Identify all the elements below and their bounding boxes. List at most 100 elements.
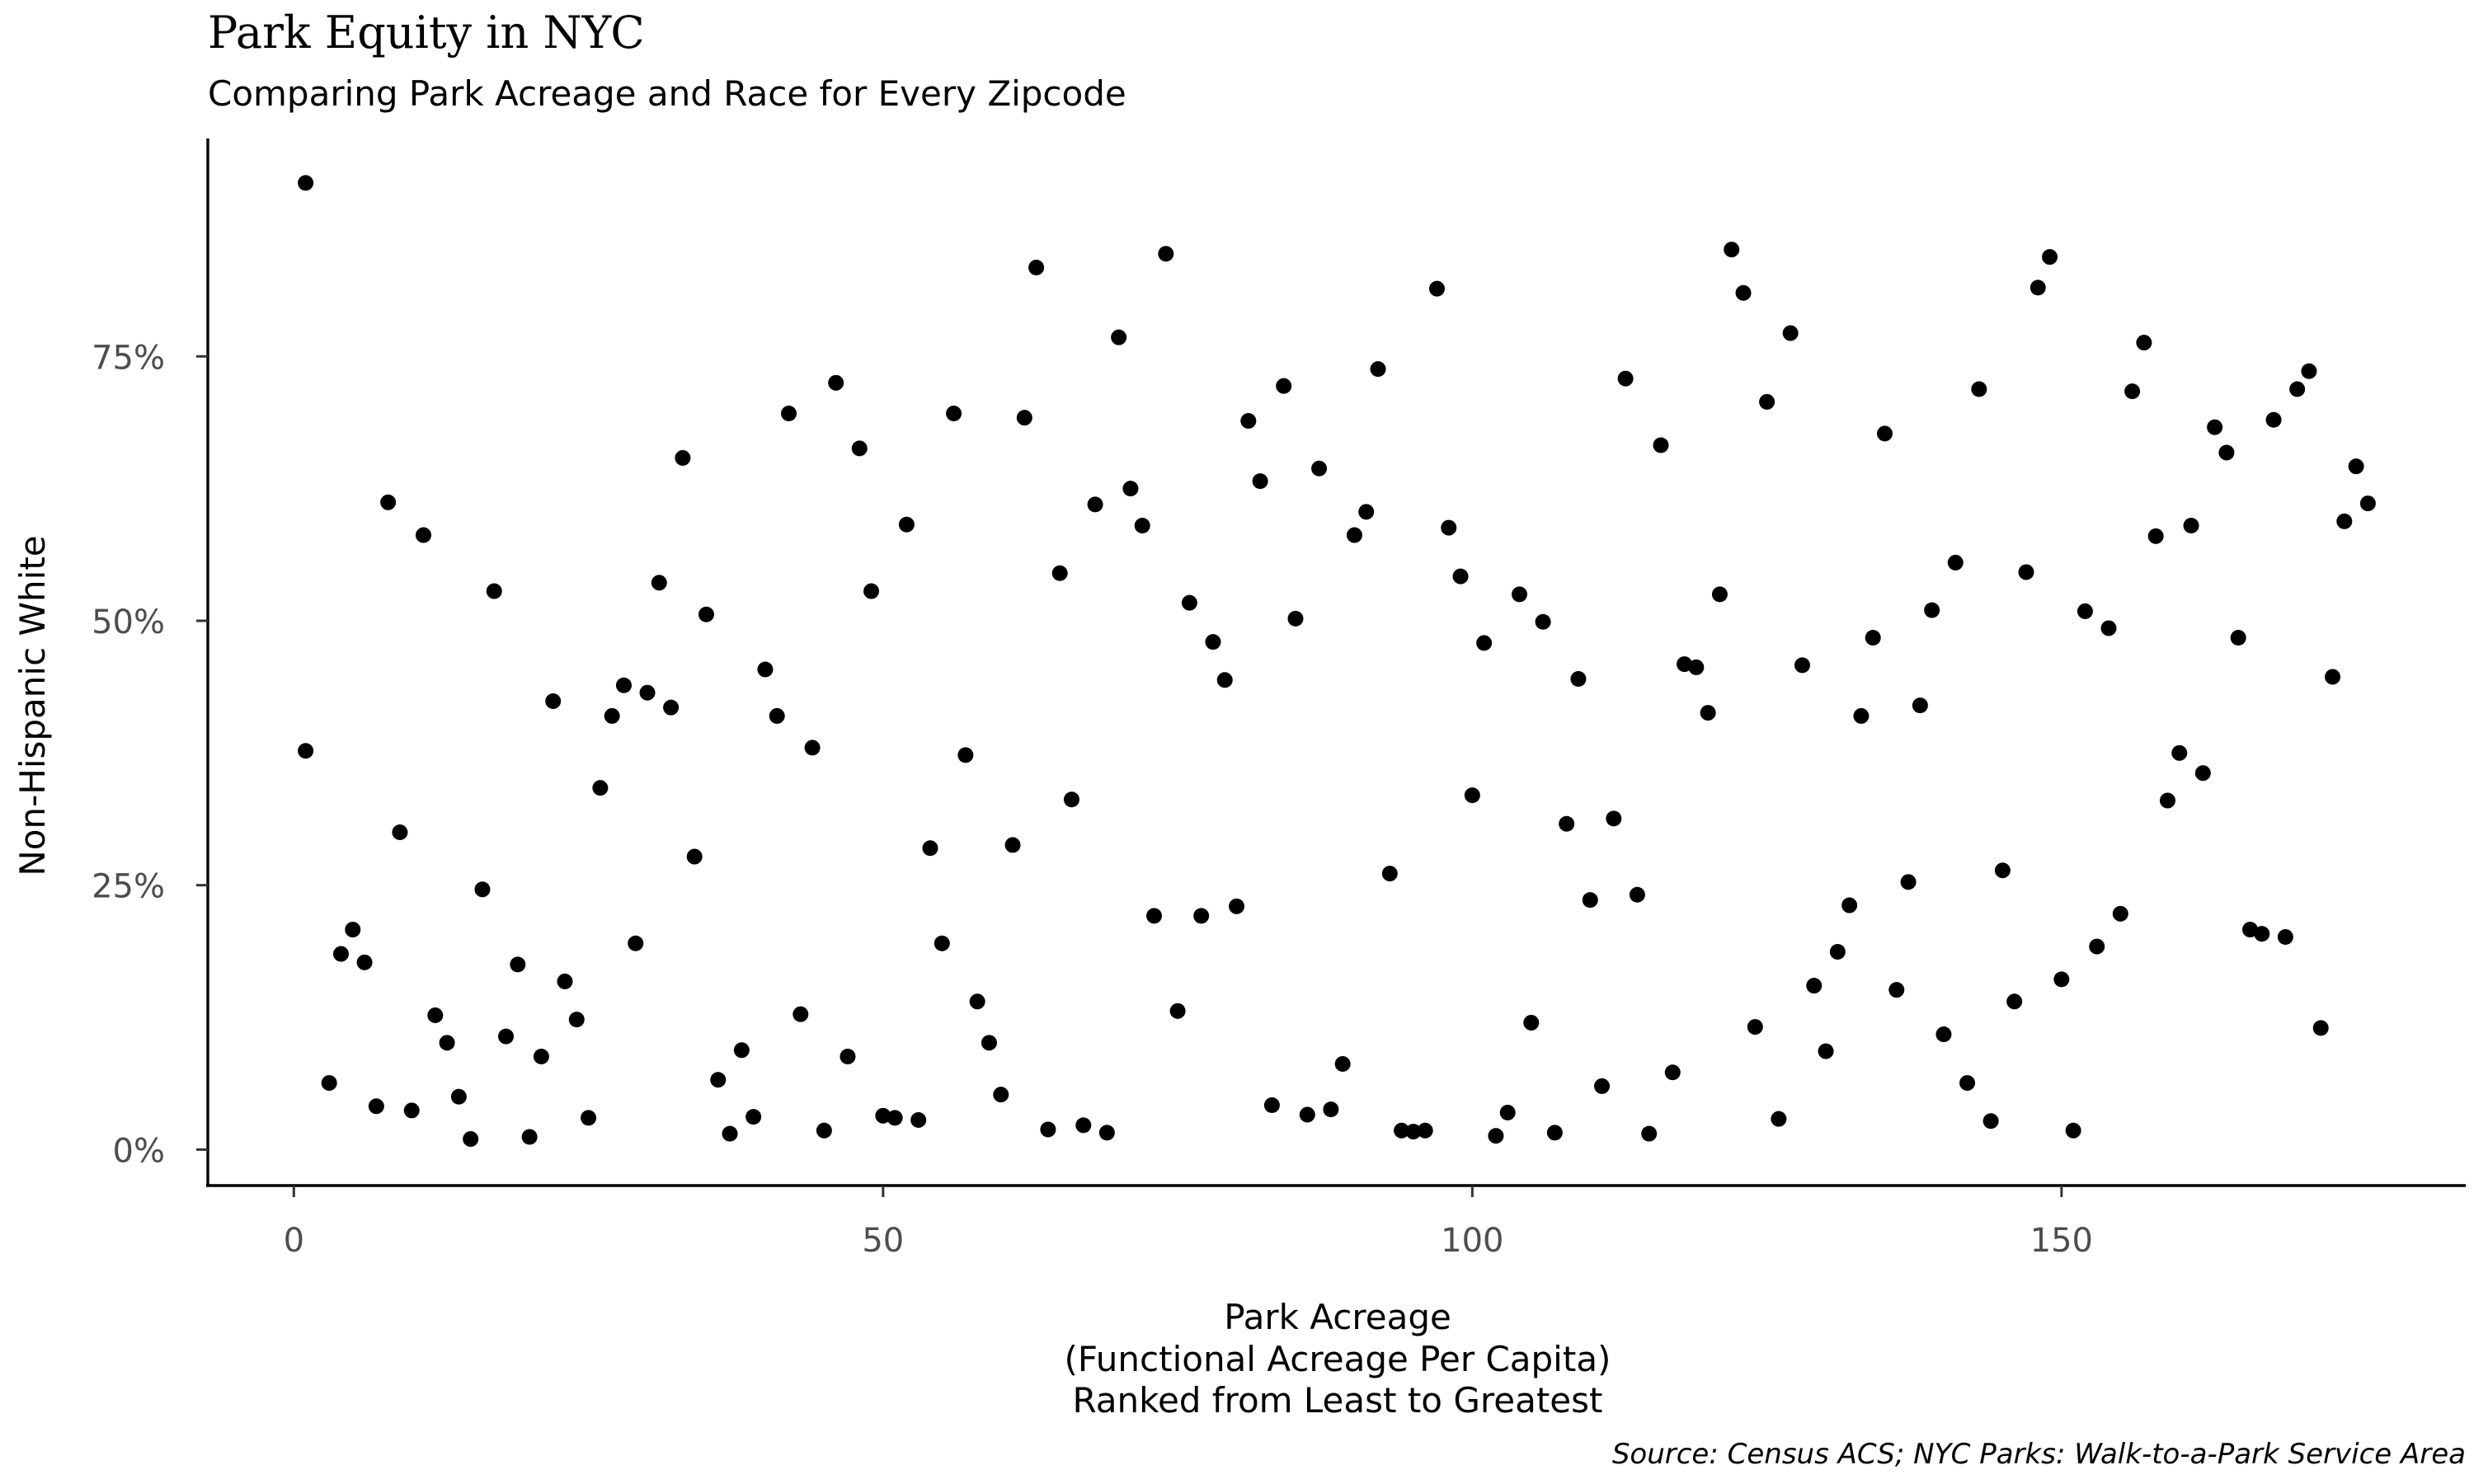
data-point — [2254, 926, 2270, 942]
data-point — [2112, 905, 2128, 922]
data-point — [1641, 1125, 1658, 1142]
data-point — [2183, 518, 2199, 534]
data-point — [2018, 564, 2034, 580]
data-point — [1158, 246, 1174, 262]
chart-title: Park Equity in NYC — [208, 7, 645, 59]
data-point — [1098, 1125, 1115, 1141]
data-point — [1935, 1026, 1952, 1043]
data-point — [781, 406, 797, 422]
data-point — [1051, 565, 1068, 581]
data-point — [1134, 518, 1150, 534]
x-tick-label: 0 — [284, 1222, 304, 1260]
data-point — [427, 1007, 444, 1023]
data-point — [1876, 425, 1893, 442]
data-point — [2194, 765, 2211, 782]
data-point — [2277, 929, 2293, 946]
data-point — [2171, 744, 2188, 761]
data-point — [1535, 613, 1551, 630]
data-point — [1982, 1113, 1999, 1129]
data-point — [486, 583, 502, 599]
data-point — [1488, 1128, 1504, 1144]
data-point — [875, 1107, 891, 1124]
data-point — [1664, 1064, 1681, 1081]
data-point — [1216, 672, 1233, 688]
data-point — [1111, 329, 1127, 345]
data-point — [1428, 280, 1445, 297]
data-point — [1771, 1111, 1787, 1127]
data-point — [1299, 1106, 1315, 1123]
data-point — [2301, 363, 2317, 379]
data-point — [1346, 527, 1362, 543]
data-point — [2218, 444, 2235, 461]
data-point — [1559, 815, 1575, 832]
data-point — [840, 1048, 856, 1064]
data-point — [922, 840, 938, 857]
y-axis-ticks: 0% 25% 50% 75% — [92, 339, 208, 1170]
data-point — [1417, 1122, 1433, 1139]
data-point — [581, 1110, 597, 1126]
x-axis-title-line-3: Ranked from Least to Greatest — [1073, 1380, 1603, 1421]
data-point — [463, 1131, 479, 1148]
data-point — [533, 1048, 549, 1064]
data-point — [1263, 1097, 1280, 1114]
data-point — [1193, 908, 1210, 924]
data-point — [592, 780, 609, 796]
y-tick-label: 0% — [113, 1132, 165, 1170]
data-point — [1747, 1019, 1763, 1036]
data-point — [1947, 554, 1964, 571]
data-point — [757, 661, 774, 678]
data-point — [1370, 361, 1386, 378]
data-point — [1959, 1075, 1976, 1092]
data-point — [1381, 866, 1398, 882]
data-point — [910, 1111, 927, 1128]
data-point — [1523, 1014, 1540, 1031]
data-point — [1900, 874, 1917, 890]
data-point — [1829, 943, 1846, 960]
data-point — [2042, 249, 2058, 265]
y-axis-title: Non-Hispanic White — [12, 535, 53, 876]
data-point — [2241, 922, 2258, 938]
data-point — [957, 747, 974, 763]
data-point — [439, 1035, 455, 1051]
data-point — [2265, 411, 2282, 428]
data-point — [1594, 1078, 1611, 1094]
data-point — [828, 374, 844, 391]
source-caption: Source: Census ACS; NYC Parks: Walk-to-a… — [1612, 1438, 2466, 1471]
data-point — [1735, 284, 1752, 301]
data-point — [1994, 862, 2011, 879]
data-point — [2065, 1122, 2081, 1139]
x-axis-title-line-2: (Functional Acreage Per Capita) — [1065, 1339, 1611, 1379]
data-point — [686, 848, 703, 865]
data-point — [2089, 938, 2105, 955]
data-point — [2053, 971, 2070, 988]
data-point — [1004, 837, 1021, 853]
data-point — [2100, 620, 2117, 636]
data-point — [1252, 473, 1268, 490]
data-point — [1653, 437, 1669, 453]
data-point — [1287, 610, 1304, 627]
data-point — [1276, 378, 1292, 394]
data-point — [568, 1012, 585, 1028]
data-points — [298, 175, 2376, 1148]
data-point — [993, 1087, 1009, 1103]
data-point — [1688, 659, 1705, 675]
data-point — [2312, 1020, 2329, 1036]
data-point — [2325, 669, 2341, 685]
data-point — [1181, 594, 1197, 611]
data-point — [298, 175, 314, 191]
data-point — [710, 1072, 727, 1088]
data-point — [628, 935, 644, 951]
y-axis-title-group: Non-Hispanic White — [12, 535, 53, 876]
x-axis-title-line-1: Park Acreage — [1224, 1297, 1451, 1337]
data-point — [651, 575, 667, 591]
data-point — [1240, 413, 1257, 430]
data-point — [946, 406, 962, 422]
data-point — [1570, 671, 1587, 688]
data-point — [1016, 410, 1032, 426]
data-point — [851, 440, 868, 457]
data-point — [1146, 908, 1163, 924]
data-point — [1806, 978, 1823, 994]
x-tick-label: 150 — [2030, 1222, 2093, 1260]
data-point — [1169, 1003, 1186, 1019]
data-point — [1452, 568, 1469, 585]
